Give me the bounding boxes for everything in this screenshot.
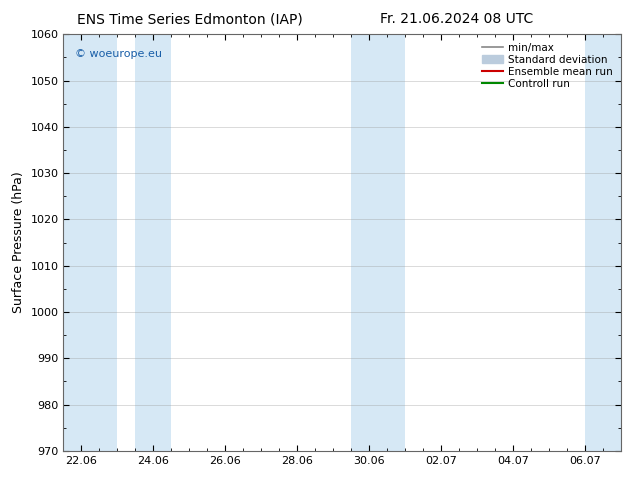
Bar xyxy=(351,34,405,451)
Text: Fr. 21.06.2024 08 UTC: Fr. 21.06.2024 08 UTC xyxy=(380,12,533,26)
Bar xyxy=(585,34,621,451)
Y-axis label: Surface Pressure (hPa): Surface Pressure (hPa) xyxy=(12,172,25,314)
Bar xyxy=(136,34,171,451)
Text: ENS Time Series Edmonton (IAP): ENS Time Series Edmonton (IAP) xyxy=(77,12,303,26)
Text: © woeurope.eu: © woeurope.eu xyxy=(75,49,162,59)
Bar xyxy=(63,34,117,451)
Legend: min/max, Standard deviation, Ensemble mean run, Controll run: min/max, Standard deviation, Ensemble me… xyxy=(479,40,616,92)
